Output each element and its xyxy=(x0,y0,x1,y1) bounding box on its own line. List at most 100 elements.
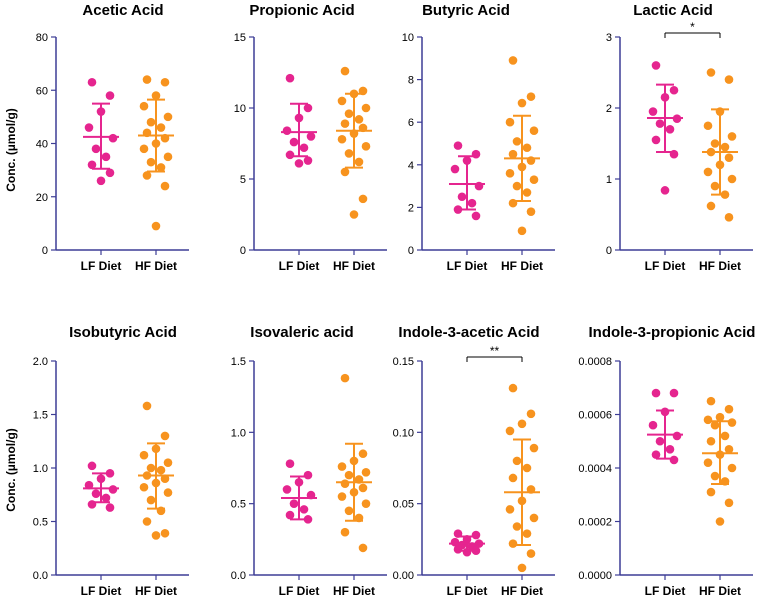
panel-isovaleric-acid: Isovaleric acid 0.0 0.5 1.0 1.5 LF Diet HF Die… xyxy=(231,324,387,596)
y-tick-label: 0.0004 xyxy=(578,463,612,475)
data-point xyxy=(512,456,522,466)
y-tick-label: 1.0 xyxy=(33,463,48,475)
data-point xyxy=(715,517,725,526)
data-point xyxy=(285,150,295,160)
data-point xyxy=(340,119,350,128)
data-point xyxy=(706,201,716,211)
data-point xyxy=(108,133,118,143)
x-category-label: LF Diet xyxy=(81,584,122,596)
data-point xyxy=(142,517,152,526)
y-tick-label: 0.00 xyxy=(393,570,414,582)
panel-title: Isobutyric Acid xyxy=(69,324,177,341)
data-point xyxy=(508,473,518,483)
x-category-label: LF Diet xyxy=(279,259,320,273)
y-tick-label: 40 xyxy=(36,139,48,151)
panel-title: Acetic Acid xyxy=(82,2,163,19)
y-tick-label: 0 xyxy=(408,245,414,257)
data-point xyxy=(703,167,713,177)
data-point xyxy=(87,160,97,170)
panel-lactic-acid: Lactic Acid 0 1 2 3 LF Diet HF Diet * xyxy=(606,2,753,273)
y-tick-label: 1 xyxy=(606,174,612,186)
x-category-label: HF Diet xyxy=(135,584,177,596)
data-point xyxy=(508,149,518,159)
y-tick-label: 20 xyxy=(36,192,48,204)
data-point xyxy=(508,383,518,393)
data-point xyxy=(340,167,350,177)
data-point xyxy=(285,510,295,520)
data-point xyxy=(358,483,368,493)
data-point xyxy=(146,117,156,127)
x-category-label: HF Diet xyxy=(333,259,375,273)
y-tick-label: 15 xyxy=(234,32,246,44)
y-tick-label: 0 xyxy=(606,245,612,257)
data-point xyxy=(358,194,368,204)
data-point xyxy=(724,404,734,414)
data-point xyxy=(294,159,304,168)
data-point xyxy=(139,101,149,111)
data-point xyxy=(529,513,539,523)
y-tick-label: 60 xyxy=(36,85,48,97)
data-point xyxy=(156,123,166,132)
data-point xyxy=(727,418,737,427)
y-tick-label: 10 xyxy=(234,103,246,115)
data-point xyxy=(156,465,166,475)
data-point xyxy=(720,431,730,441)
data-point xyxy=(471,530,481,540)
data-point xyxy=(517,563,527,573)
data-point xyxy=(508,539,518,548)
data-point xyxy=(163,152,173,162)
y-tick-label: 2 xyxy=(408,202,414,214)
data-point xyxy=(710,139,720,148)
data-point xyxy=(453,141,463,150)
data-point xyxy=(340,373,350,383)
data-point xyxy=(139,450,149,460)
x-category-label: LF Diet xyxy=(279,584,320,596)
data-point xyxy=(467,198,477,208)
data-point xyxy=(651,61,661,70)
data-point xyxy=(303,103,313,113)
data-point xyxy=(84,480,94,490)
data-point xyxy=(87,77,97,87)
data-point xyxy=(84,123,94,132)
data-point xyxy=(344,149,354,158)
data-point xyxy=(151,531,161,540)
data-point xyxy=(669,85,679,95)
data-point xyxy=(457,192,467,202)
data-point xyxy=(160,528,170,538)
data-point xyxy=(361,467,371,477)
data-point xyxy=(727,463,737,473)
x-category-label: LF Diet xyxy=(447,584,488,596)
x-category-label: LF Diet xyxy=(645,259,686,273)
data-point xyxy=(87,461,97,471)
data-point xyxy=(337,134,347,144)
data-point xyxy=(706,436,716,446)
data-point xyxy=(151,221,161,231)
y-tick-label: 0.0 xyxy=(231,570,246,582)
data-point xyxy=(108,485,118,494)
data-point xyxy=(529,126,539,136)
data-point xyxy=(526,409,536,419)
data-point xyxy=(151,91,161,100)
data-point xyxy=(337,462,347,471)
y-tick-label: 1.5 xyxy=(33,410,48,422)
data-point xyxy=(706,396,716,406)
x-category-label: LF Diet xyxy=(447,259,488,273)
data-point xyxy=(105,503,115,512)
data-point xyxy=(505,505,515,514)
data-point xyxy=(303,470,313,480)
data-point xyxy=(160,77,170,87)
data-point xyxy=(710,471,720,481)
data-point xyxy=(505,169,515,178)
significance-marker: ** xyxy=(490,344,500,358)
data-point xyxy=(361,103,371,113)
data-point xyxy=(285,73,295,83)
data-point xyxy=(651,388,661,398)
data-point xyxy=(648,107,658,116)
data-point xyxy=(517,419,527,429)
x-category-label: HF Diet xyxy=(699,259,741,273)
data-point xyxy=(105,91,115,100)
data-point xyxy=(522,463,532,473)
data-point xyxy=(163,488,173,497)
y-tick-label: 2 xyxy=(606,103,612,115)
